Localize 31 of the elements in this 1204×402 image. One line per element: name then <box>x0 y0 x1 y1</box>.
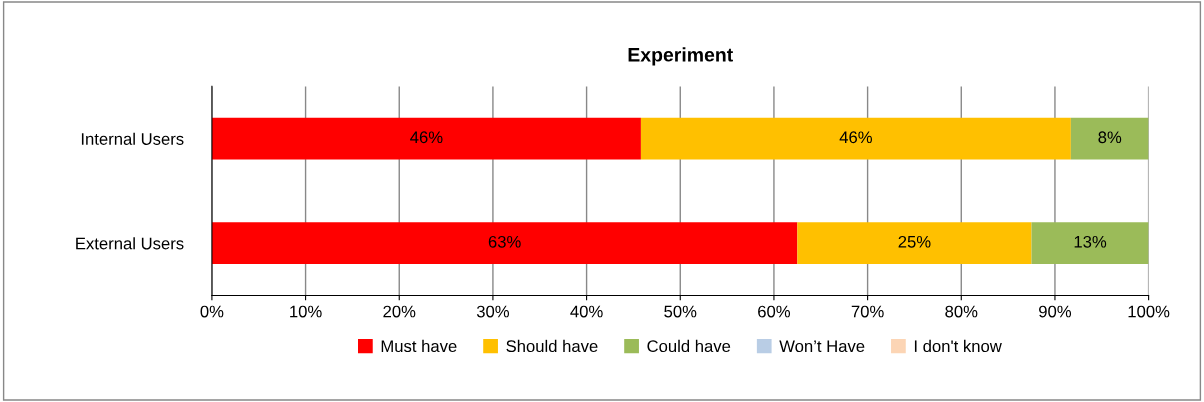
data-label: 46% <box>410 131 443 144</box>
bar <box>797 222 1032 265</box>
x-tick-label: 90% <box>1039 305 1072 318</box>
x-tick-label: 0% <box>200 305 224 318</box>
data-label: 8% <box>1098 131 1122 144</box>
x-tick-label: 50% <box>664 305 697 318</box>
data-label: 63% <box>488 235 521 248</box>
legend-label: Could have <box>647 339 731 353</box>
x-tick-label: 10% <box>290 305 322 318</box>
legend-label: Should have <box>506 339 598 353</box>
x-tick-label: 20% <box>383 305 416 318</box>
bar <box>640 117 1071 160</box>
legend-label: Must have <box>381 339 457 353</box>
chart-title: Experiment <box>628 47 733 66</box>
x-tick-label: 60% <box>758 305 791 318</box>
x-tick-label: 40% <box>570 305 603 318</box>
bar <box>1031 222 1149 265</box>
data-label: 25% <box>898 235 931 248</box>
x-tick-label: 70% <box>851 305 884 318</box>
x-tick-label: 80% <box>945 305 978 318</box>
data-label: 46% <box>839 131 872 144</box>
bar <box>1070 117 1149 160</box>
x-tick-label: 100% <box>1128 305 1170 318</box>
y-tick-label: Internal Users <box>81 132 184 145</box>
data-label: 13% <box>1074 235 1107 248</box>
legend-label: I don't know <box>914 339 1002 353</box>
y-tick-label: External Users <box>76 237 184 250</box>
bar <box>211 117 641 160</box>
x-tick-label: 30% <box>476 305 509 318</box>
legend-label: Won’t Have <box>779 340 865 353</box>
bar <box>211 222 798 265</box>
